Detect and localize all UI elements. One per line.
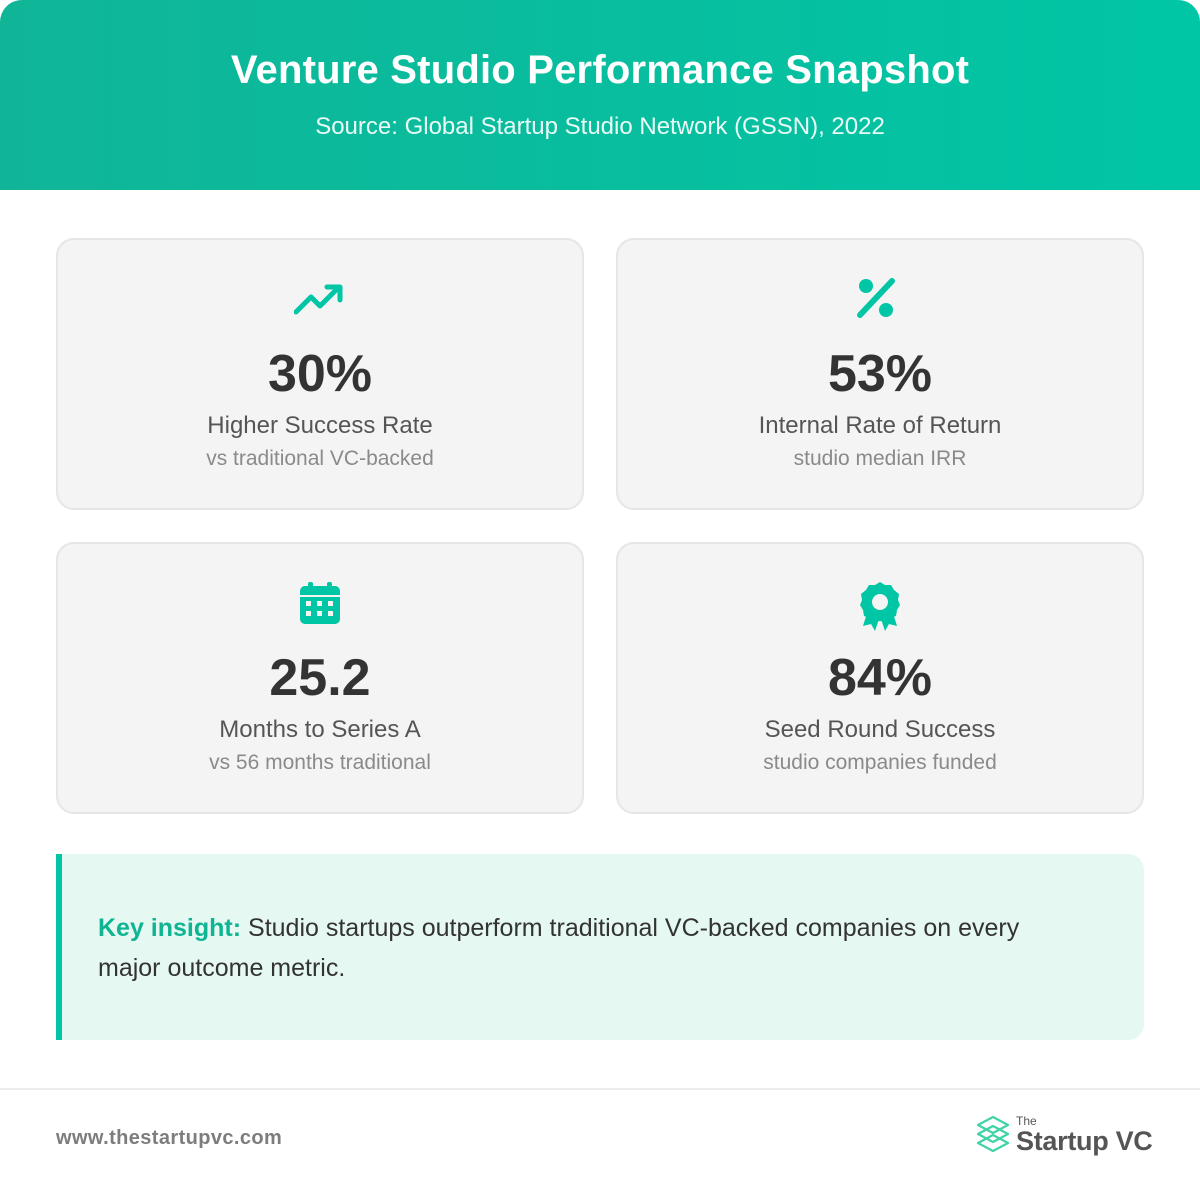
stat-sublabel: vs traditional VC-backed	[206, 447, 434, 470]
stat-label: Internal Rate of Return	[758, 412, 1002, 439]
page-title: Venture Studio Performance Snapshot	[230, 48, 970, 92]
brand-the-text: The	[1016, 1114, 1037, 1128]
stat-label: Higher Success Rate	[207, 412, 433, 439]
stat-card-seed-success: 84% Seed Round Success studio companies …	[616, 542, 1144, 814]
stat-value: 25.2	[269, 649, 371, 707]
footer-divider	[0, 1088, 1200, 1090]
stat-value: 84%	[827, 649, 933, 707]
award-icon	[618, 582, 1142, 631]
stat-label: Seed Round Success	[764, 716, 996, 743]
stat-sublabel: studio companies funded	[763, 751, 997, 774]
stat-sublabel: vs 56 months traditional	[209, 751, 431, 774]
header-banner: Venture Studio Performance Snapshot Sour…	[0, 0, 1200, 190]
stat-card-success-rate: 30% Higher Success Rate vs traditional V…	[56, 238, 584, 510]
key-insight-box: Key insight: Studio startups outperform …	[56, 854, 1144, 1040]
startupvc-logo-icon	[976, 1115, 1010, 1157]
stat-card-series-a: 25.2 Months to Series A vs 56 months tra…	[56, 542, 584, 814]
brand-logo: The Startup VC	[976, 1114, 1156, 1158]
trending-up-icon	[58, 278, 582, 326]
stat-value: 30%	[267, 345, 373, 403]
footer-website-link[interactable]: www.thestartupvc.com	[56, 1127, 283, 1149]
stat-card-irr: 53% Internal Rate of Return studio media…	[616, 238, 1144, 510]
stat-sublabel: studio median IRR	[793, 447, 967, 470]
brand-name-text: Startup VC	[1016, 1126, 1153, 1156]
key-insight-text: Studio startups outperform traditional V…	[98, 914, 1020, 982]
page-subtitle: Source: Global Startup Studio Network (G…	[315, 113, 885, 140]
stat-label: Months to Series A	[219, 716, 421, 743]
stat-value: 53%	[827, 345, 933, 403]
calendar-icon	[58, 582, 582, 630]
percent-icon	[618, 278, 1142, 326]
key-insight-label: Key insight:	[98, 914, 242, 942]
